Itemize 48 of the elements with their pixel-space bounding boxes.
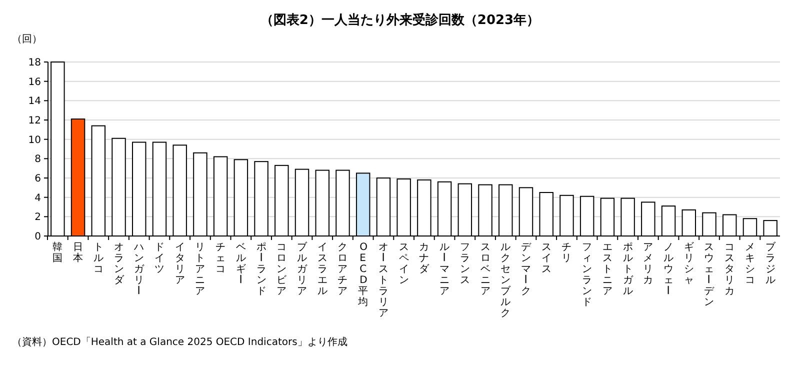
x-tick-label: ポルトガル: [622, 242, 634, 297]
x-tick-label: 日本: [73, 242, 84, 264]
chart-title: （図表2）一人当たり外来受診回数（2023年）: [260, 12, 540, 28]
x-tick-label: メキシコ: [744, 242, 755, 286]
y-tick-label: 18: [28, 58, 41, 68]
x-tick-label: フィンランド: [582, 242, 592, 308]
x-tick-label: スロベニア: [480, 242, 490, 297]
x-tick-label: ノルウェー: [662, 242, 674, 295]
x-tick-label: デンマーク: [518, 242, 532, 297]
x-tick-label: イスラエル: [317, 242, 328, 297]
x-tick-label: コスタリカ: [724, 242, 735, 297]
x-tick-label: スウェーデン: [702, 242, 716, 308]
x-tick-label: オランダ: [114, 242, 125, 286]
y-tick-label: 14: [28, 96, 41, 108]
x-tick-label: カナダ: [419, 242, 430, 275]
y-tick-label: 6: [34, 174, 41, 184]
x-tick-label: ベルギー: [234, 242, 246, 284]
x-tick-label: スイス: [541, 242, 552, 275]
y-tick-label: 12: [28, 116, 41, 126]
x-tick-label: トルコ: [93, 242, 104, 275]
x-tick-label: オーストラリア: [376, 242, 388, 319]
x-tick-label: リトアニア: [195, 242, 206, 297]
y-tick-label: 8: [34, 154, 41, 166]
y-tick-label: 4: [34, 192, 41, 204]
y-tick-label: 2: [34, 212, 41, 224]
x-tick-label: フランス: [460, 242, 470, 286]
x-tick-label: コロンビア: [276, 242, 288, 297]
x-tick-label: アメリカ: [643, 242, 654, 286]
x-tick-label: ハンガリー: [132, 242, 146, 295]
x-tick-label: ルーマニア: [438, 242, 450, 297]
y-axis-title: （回）: [12, 34, 42, 45]
y-tick-label: 0: [34, 232, 41, 242]
x-tick-label: ドイツ: [154, 242, 164, 275]
x-tick-label: チェコ: [216, 242, 226, 275]
x-tick-label: ブルガリア: [297, 241, 308, 297]
x-tick-label: スペイン: [398, 242, 409, 286]
x-tick-label: クロアチア: [338, 242, 348, 297]
x-tick-label: エストニア: [602, 242, 612, 297]
x-tick-label: ギリシャ: [684, 241, 694, 286]
x-tick-label: ブラジル: [765, 241, 776, 286]
y-tick-label: 10: [28, 134, 41, 146]
x-tick-label: イタリア: [174, 242, 185, 286]
y-tick-label: 16: [28, 76, 41, 88]
x-tick-label: ポーランド: [254, 242, 266, 297]
x-tick-label: ルクセンブルク: [500, 242, 512, 319]
text: （資料）OECD「Health at a Glance 2025 OECD Indicators」より作成: [12, 336, 348, 348]
x-tick-label: チリ: [562, 242, 572, 264]
x-tick-label: 韓国: [52, 241, 63, 264]
